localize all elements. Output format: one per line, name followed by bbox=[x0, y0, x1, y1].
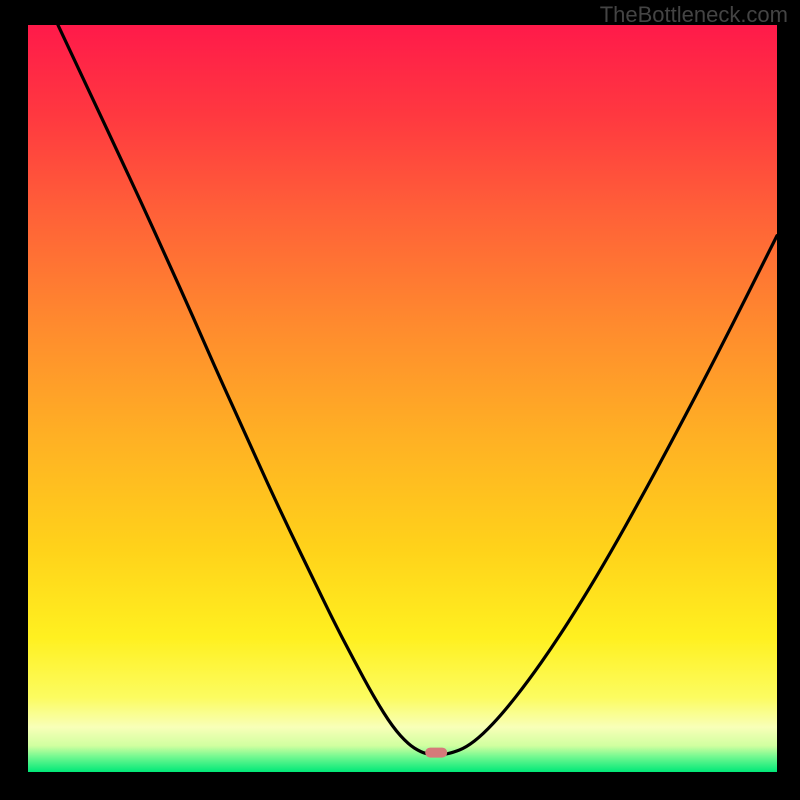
watermark-text: TheBottleneck.com bbox=[600, 2, 788, 28]
min-marker bbox=[425, 748, 447, 758]
chart-svg bbox=[28, 25, 777, 772]
plot-area bbox=[28, 25, 777, 772]
chart-container: TheBottleneck.com bbox=[0, 0, 800, 800]
